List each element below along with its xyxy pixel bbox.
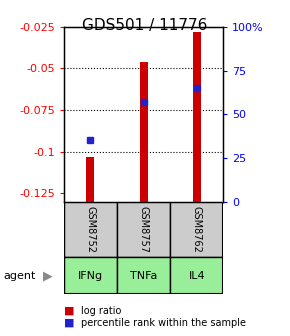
Bar [117,257,170,294]
Bar [64,257,117,294]
Text: GSM8762: GSM8762 [192,206,202,253]
Bar [139,62,148,202]
Text: ■: ■ [64,318,74,328]
Text: GDS501 / 11776: GDS501 / 11776 [82,18,208,34]
Text: GSM8757: GSM8757 [139,206,148,253]
Text: percentile rank within the sample: percentile rank within the sample [81,318,246,328]
Bar [193,32,201,202]
Bar [86,157,94,202]
Bar [117,202,170,257]
Text: log ratio: log ratio [81,306,122,316]
Text: TNFa: TNFa [130,270,157,281]
Bar [170,257,223,294]
Text: IL4: IL4 [188,270,205,281]
Text: ▶: ▶ [43,269,53,282]
Bar [64,202,117,257]
Bar [170,202,223,257]
Text: agent: agent [3,270,35,281]
Text: ■: ■ [64,306,74,316]
Text: GSM8752: GSM8752 [85,206,95,253]
Text: IFNg: IFNg [78,270,103,281]
